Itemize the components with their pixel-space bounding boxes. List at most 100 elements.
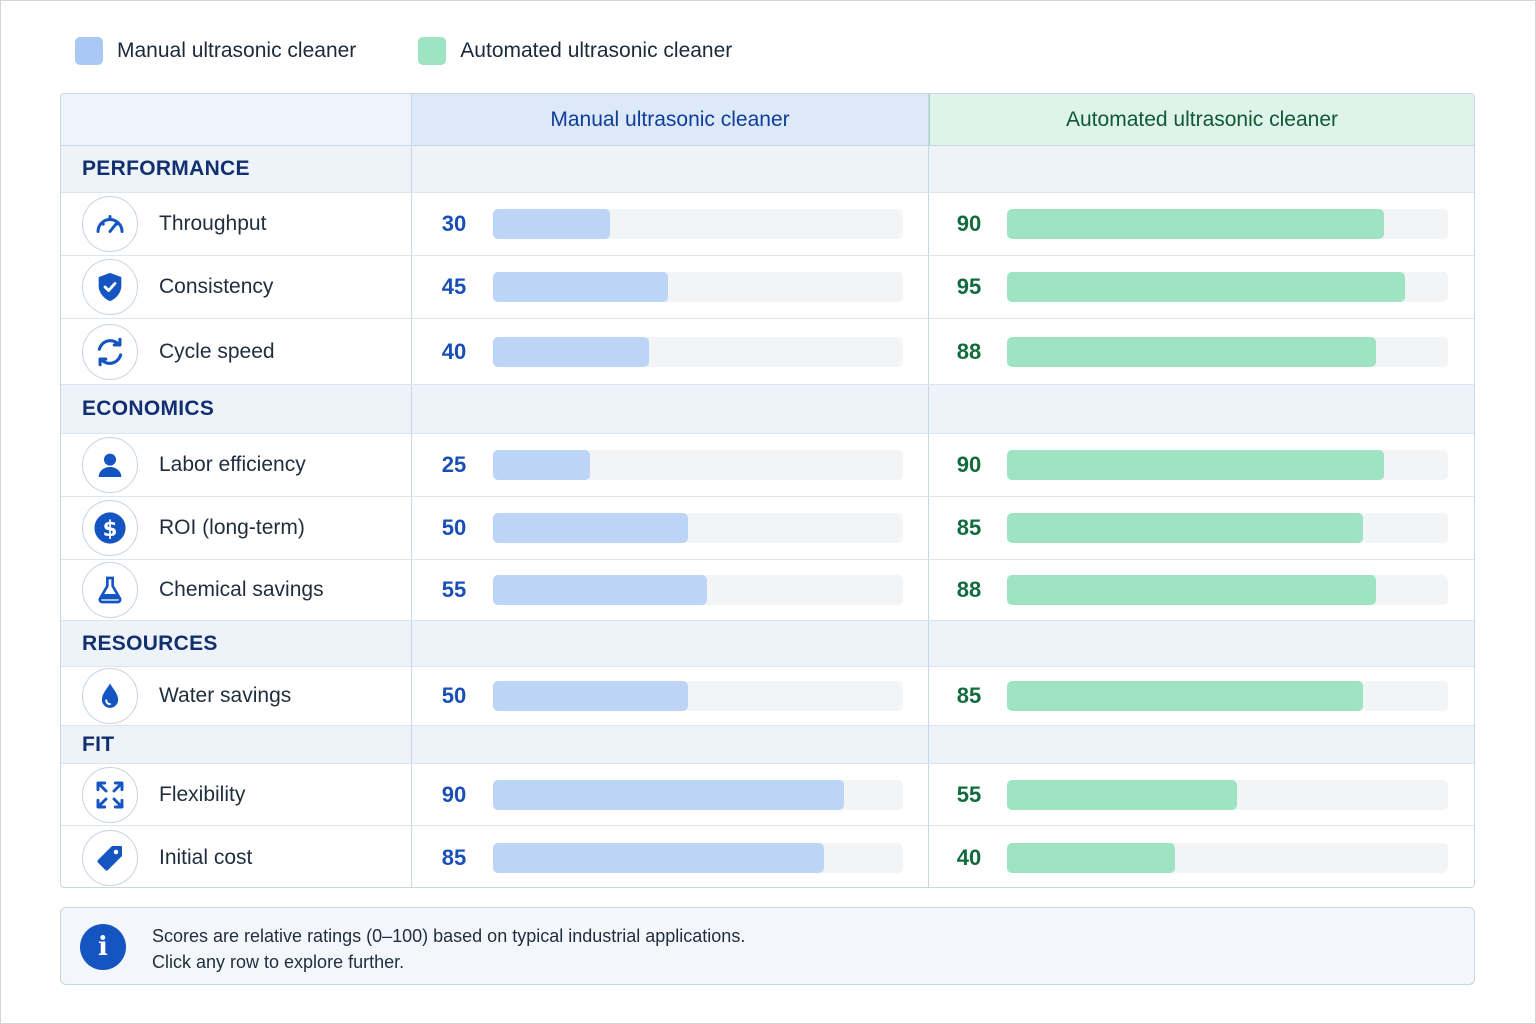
manual-bar-track [493,842,903,873]
metric-row-cycle-speed[interactable]: Cycle speed 40 88 [61,319,1474,385]
info-note: i Scores are relative ratings (0–100) ba… [60,907,1475,985]
manual-bar [493,450,591,480]
person-icon [82,437,138,493]
price-tag-icon [82,829,138,886]
auto-score: 55 [956,781,982,807]
manual-bar [493,779,844,810]
metric-label: Labor efficiency [159,453,306,476]
auto-bar-track [1007,779,1448,810]
speedometer-icon [82,196,138,252]
section-title: RESOURCES [82,631,218,655]
auto-bar [1007,450,1385,480]
water-drop-icon [82,668,138,724]
section-title: ECONOMICS [82,397,215,420]
manual-score: 45 [441,274,467,299]
refresh-icon [82,323,138,380]
legend-item-manual: Manual ultrasonic cleaner [75,37,356,65]
metric-label: Water savings [159,684,292,707]
section-row-resources: RESOURCES [61,621,1474,667]
manual-bar [493,513,688,543]
legend-label-manual: Manual ultrasonic cleaner [117,39,357,62]
section-row-performance: PERFORMANCE [61,146,1474,193]
column-header-auto: Automated ultrasonic cleaner [1066,107,1338,131]
legend-item-auto: Automated ultrasonic cleaner [418,37,732,65]
manual-bar-track [493,779,903,810]
header-manual-cell: Manual ultrasonic cleaner [412,94,929,145]
section-title: FIT [82,732,115,756]
section-title: PERFORMANCE [82,157,250,180]
manual-bar-track [493,575,903,605]
metric-row-labor-efficiency[interactable]: Labor efficiency 25 90 [61,434,1474,497]
auto-score: 85 [956,683,982,708]
metric-row-roi[interactable]: $ ROI (long-term) 50 85 [61,497,1474,560]
metric-label: Throughput [159,212,267,235]
metric-label: Consistency [159,275,274,298]
metric-row-throughput[interactable]: Throughput 30 90 [61,193,1474,256]
metric-row-initial-cost[interactable]: Initial cost 85 40 [61,826,1474,887]
manual-bar [493,336,649,367]
column-header-manual: Manual ultrasonic cleaner [550,107,790,131]
legend-label-auto: Automated ultrasonic cleaner [460,39,733,62]
manual-score: 50 [441,683,467,708]
auto-bar-track [1007,575,1448,605]
info-icon: i [80,924,126,970]
metric-label: Initial cost [159,845,253,869]
manual-score: 50 [441,515,467,540]
manual-bar [493,842,825,873]
note-text: Scores are relative ratings (0–100) base… [152,923,745,975]
auto-bar [1007,209,1385,239]
svg-text:$: $ [103,517,118,542]
auto-bar-track [1007,336,1448,367]
auto-bar-track [1007,842,1448,873]
auto-score: 40 [956,844,982,870]
auto-score: 90 [956,211,982,236]
manual-score: 85 [441,844,467,870]
metric-label: ROI (long-term) [159,516,305,539]
metric-row-consistency[interactable]: Consistency 45 95 [61,256,1474,319]
manual-score: 55 [441,577,467,602]
auto-bar [1007,779,1238,810]
manual-bar-track [493,513,903,543]
manual-bar-track [493,336,903,367]
manual-bar [493,575,708,605]
legend: Manual ultrasonic cleaner Automated ultr… [75,34,794,68]
note-line-1: Scores are relative ratings (0–100) base… [152,926,746,946]
auto-score: 95 [956,274,982,299]
header-empty-cell [61,94,412,145]
legend-swatch-auto [418,37,447,65]
shield-check-icon [82,259,138,315]
table-header-row: Manual ultrasonic cleaner Automated ultr… [61,94,1474,146]
auto-bar [1007,336,1376,367]
comparison-table: Manual ultrasonic cleaner Automated ultr… [60,93,1475,888]
dollar-icon: $ [82,500,138,556]
auto-bar [1007,681,1364,711]
manual-score: 30 [441,211,467,236]
section-row-economics: ECONOMICS [61,385,1474,434]
metric-row-flexibility[interactable]: Flexibility 90 55 [61,764,1474,826]
auto-score: 85 [956,515,982,540]
auto-bar-track [1007,681,1448,711]
manual-bar-track [493,681,903,711]
metric-row-water-savings[interactable]: Water savings 50 85 [61,667,1474,726]
metric-label: Chemical savings [159,578,324,601]
manual-score: 90 [441,781,467,807]
auto-score: 90 [956,452,982,477]
manual-bar [493,681,688,711]
manual-bar [493,209,610,239]
auto-bar-track [1007,272,1448,302]
expand-arrows-icon [82,766,138,823]
metric-label: Flexibility [159,782,246,806]
auto-score: 88 [956,338,982,364]
auto-bar-track [1007,209,1448,239]
section-row-fit: FIT [61,726,1474,764]
manual-bar [493,272,669,302]
note-line-2: Click any row to explore further. [152,952,405,972]
auto-bar-track [1007,513,1448,543]
manual-bar-track [493,209,903,239]
manual-score: 25 [441,452,467,477]
auto-bar [1007,842,1175,873]
metric-row-chemical-savings[interactable]: Chemical savings 55 88 [61,560,1474,621]
manual-score: 40 [441,338,467,364]
flask-icon [82,562,138,618]
manual-bar-track [493,450,903,480]
